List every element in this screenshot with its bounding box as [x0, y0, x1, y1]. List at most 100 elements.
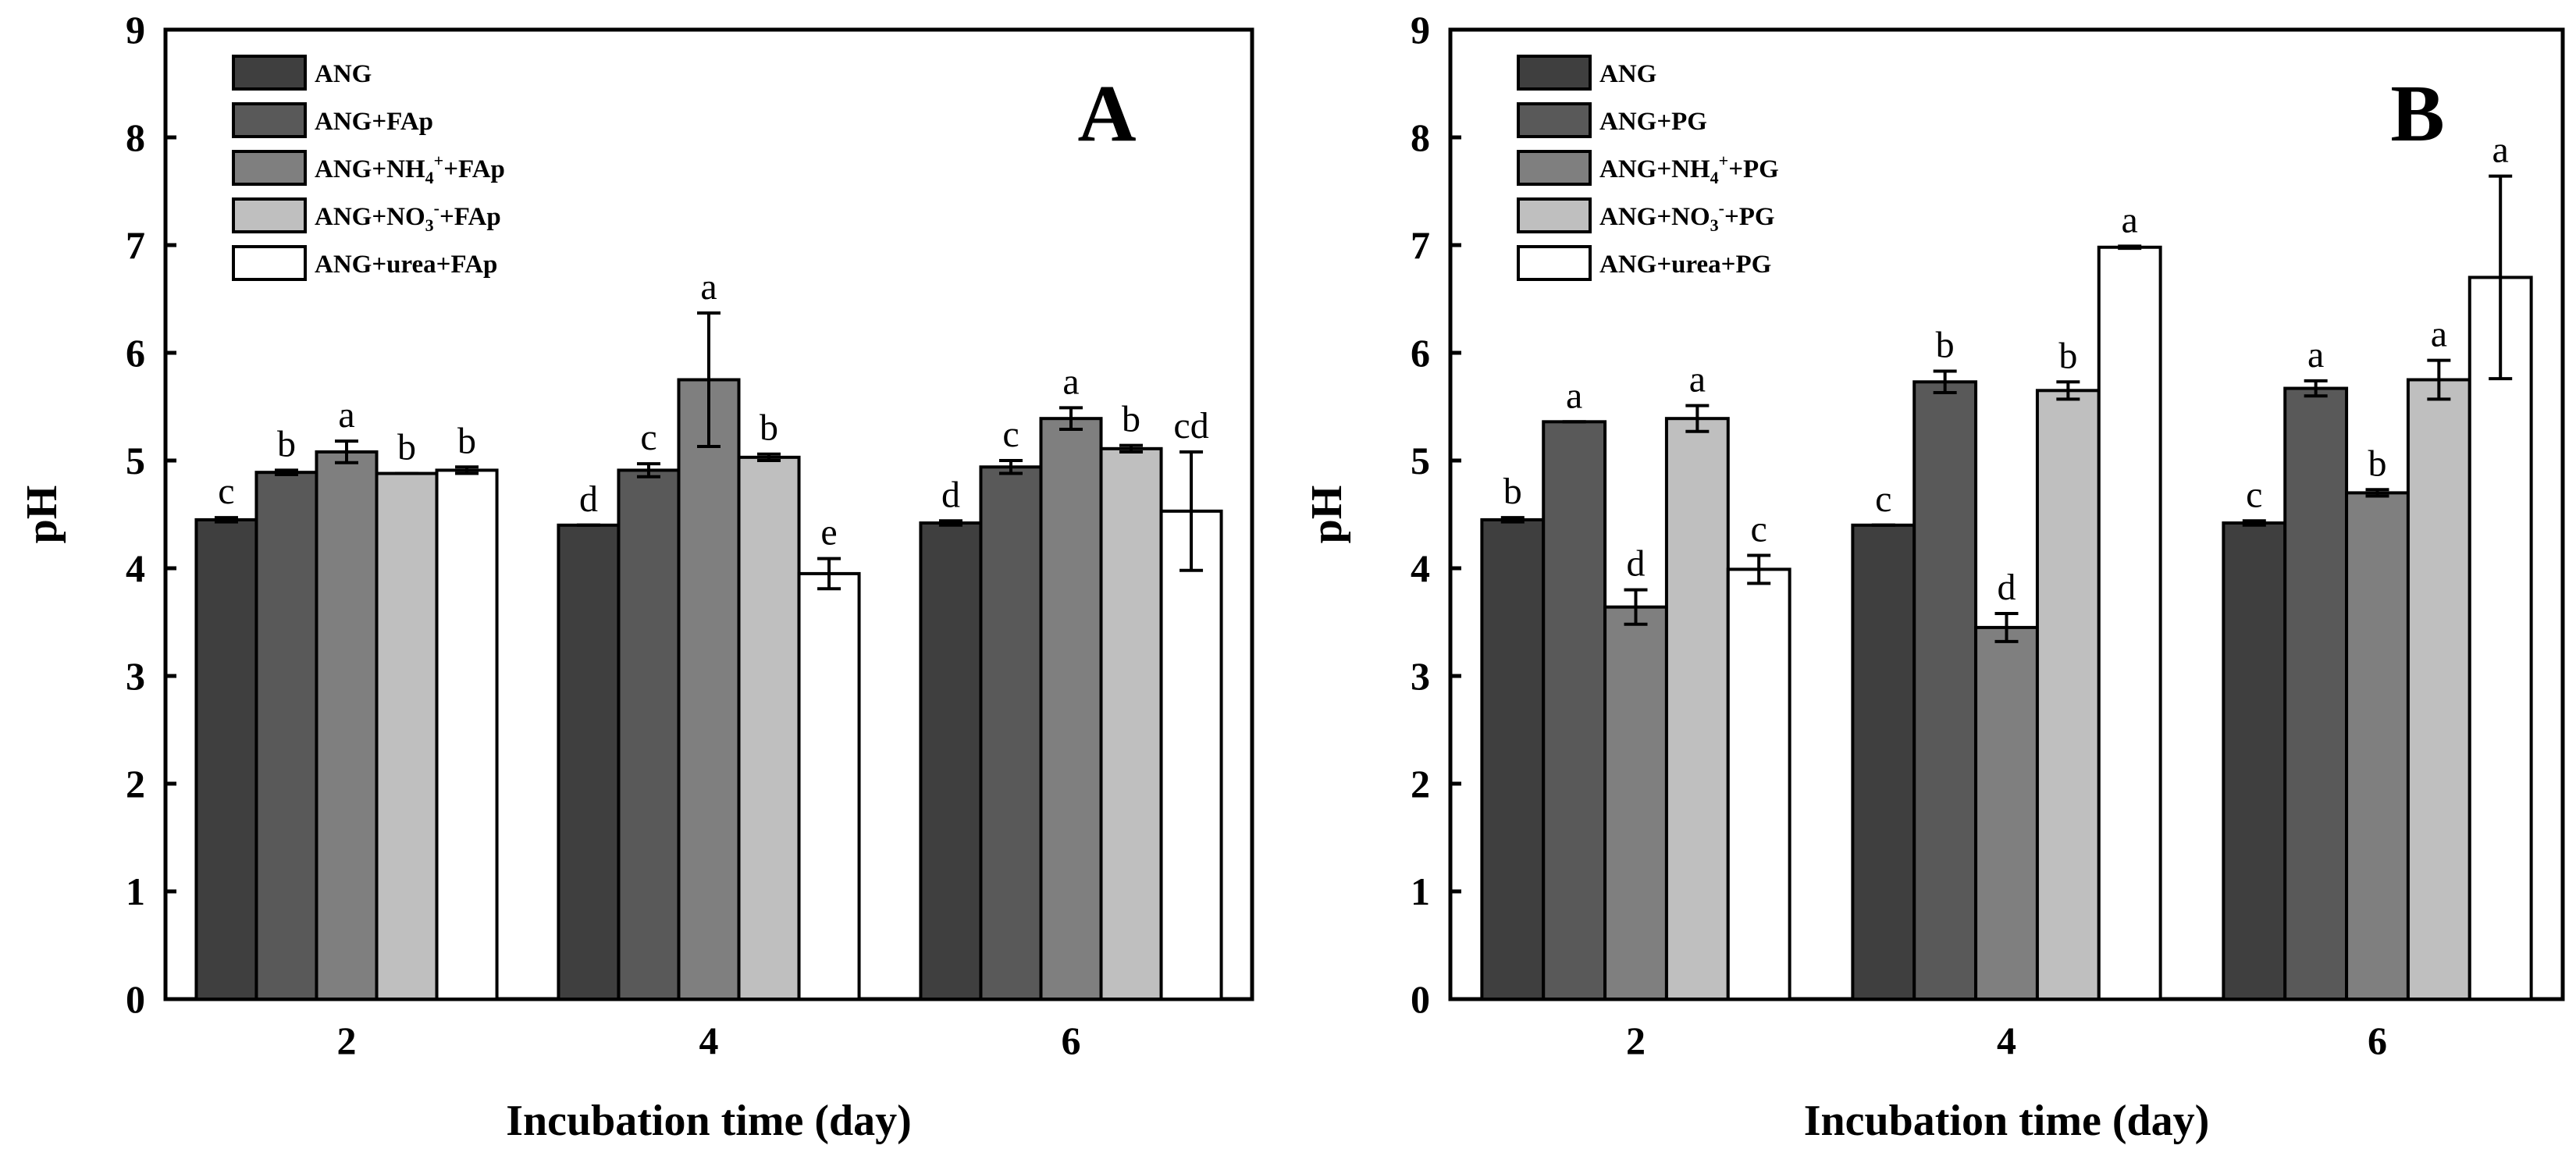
y-tick-label: 5	[126, 439, 145, 482]
legend-text-part: +FAp	[439, 203, 501, 231]
legend-swatch	[232, 150, 307, 186]
significance-letter: a	[1062, 361, 1079, 402]
bar-a-day2-series4	[375, 471, 439, 1001]
panel-label: B	[2390, 69, 2444, 158]
significance-letter: d	[941, 474, 960, 515]
significance-letter: e	[820, 512, 837, 553]
y-tick-label: 7	[1411, 223, 1430, 267]
significance-letter: cd	[1173, 405, 1208, 446]
y-tick-label: 5	[1411, 439, 1430, 482]
y-axis-title: pH	[1303, 486, 1351, 544]
y-tick-label: 0	[1411, 977, 1430, 1021]
legend-text-part: 4	[425, 168, 434, 187]
significance-letter: c	[640, 417, 656, 458]
significance-letter: a	[2122, 199, 2138, 240]
significance-letter: a	[2307, 334, 2324, 375]
bar-a-day6-series3	[1039, 417, 1103, 1001]
y-tick-label: 9	[126, 8, 145, 52]
y-tick-label: 1	[126, 870, 145, 913]
legend-swatch	[232, 245, 307, 281]
legend-entry: ANG+NO3-+FAp	[315, 198, 501, 235]
legend-text-part: -	[434, 198, 439, 218]
bar-b-day4-series1	[1851, 523, 1916, 1001]
bar-a-day2-series5	[435, 468, 499, 1001]
significance-letter: b	[2058, 335, 2077, 376]
legend-text-part: ANG+NH	[315, 155, 425, 183]
legend-text-part: ANG+FAp	[315, 108, 433, 136]
significance-letter: a	[700, 266, 717, 308]
significance-letter: c	[1875, 478, 1891, 520]
legend-swatch	[1517, 197, 1592, 233]
bar-b-day2-series2	[1542, 420, 1607, 1001]
bar-a-day6-series4	[1099, 446, 1163, 1001]
significance-letter: b	[1122, 399, 1140, 440]
bar-a-day4-series4	[737, 455, 801, 1001]
bar-b-day4-series4	[2035, 389, 2101, 1001]
significance-letter: b	[1936, 324, 1955, 365]
y-tick-label: 3	[126, 654, 145, 698]
significance-letter: a	[338, 394, 354, 436]
significance-letter: b	[1503, 471, 1522, 512]
bar-a-day2-series1	[194, 518, 258, 1001]
legend-text-part: ANG	[1599, 60, 1656, 88]
legend-swatch	[1517, 102, 1592, 138]
significance-letter: d	[579, 478, 598, 520]
bar-b-day6-series5	[2467, 276, 2533, 1001]
significance-letter: b	[397, 427, 416, 468]
legend-entry: ANG+NH4++FAp	[315, 151, 505, 187]
significance-letter: c	[1751, 508, 1767, 550]
bar-a-day6-series2	[979, 465, 1043, 1001]
bar-b-day4-series5	[2097, 245, 2162, 1001]
bar-b-day6-series1	[2222, 521, 2287, 1001]
legend-text-part: ANG+NO	[315, 203, 425, 231]
bar-a-day4-series1	[557, 523, 621, 1001]
legend-text-part: 3	[425, 215, 434, 235]
significance-letter: a	[2492, 130, 2509, 171]
legend-entry: ANG+NH4++PG	[1599, 151, 1779, 187]
bar-a-day4-series3	[677, 378, 741, 1001]
legend-text-part: ANG+NH	[1599, 155, 1710, 183]
legend-entry: ANG+urea+FAp	[315, 251, 497, 279]
significance-letter: b	[457, 420, 476, 461]
panel-label: A	[1077, 69, 1136, 158]
legend: ANGANG+FApANG+NH4++FApANG+NO3-+FApANG+ur…	[232, 55, 505, 281]
bar-b-day6-series3	[2345, 491, 2410, 1001]
bar-b-day6-series4	[2406, 378, 2471, 1001]
significance-letter: c	[1002, 414, 1019, 455]
y-tick-label: 2	[1411, 762, 1430, 806]
y-axis-title: pH	[18, 486, 66, 544]
legend-text-part: ANG+urea+PG	[1599, 251, 1771, 279]
bar-b-day2-series3	[1603, 605, 1668, 1001]
y-tick-label: 6	[1411, 331, 1430, 375]
legend-swatch	[1517, 55, 1592, 91]
bar-b-day2-series5	[1726, 567, 1791, 1001]
legend-text-part: +	[434, 151, 444, 170]
legend-text-part: 4	[1710, 168, 1719, 187]
significance-letter: c	[2246, 474, 2262, 515]
legend-entry: ANG+PG	[1599, 108, 1707, 136]
significance-letter: d	[1627, 543, 1646, 585]
legend-text-part: +FAp	[443, 155, 505, 183]
x-axis-title: Incubation time (day)	[1804, 1097, 2210, 1145]
x-tick-label: 4	[1997, 1019, 2016, 1062]
legend-entry: ANG+NO3-+PG	[1599, 198, 1775, 235]
x-tick-label: 2	[1626, 1019, 1646, 1062]
legend: ANG ANG+PG ANG+NH4++PG ANG+NO3-+PG ANG+urea+…	[1517, 55, 1779, 281]
y-tick-label: 0	[126, 977, 145, 1021]
bar-b-day6-series2	[2283, 386, 2349, 1001]
y-tick-label: 7	[126, 223, 145, 267]
legend-entry: ANG	[315, 60, 372, 88]
legend-swatch	[232, 102, 307, 138]
bar-a-day6-series5	[1159, 509, 1223, 1001]
significance-letter: a	[1566, 375, 1582, 416]
bar-b-day2-series1	[1480, 518, 1546, 1001]
chart-panel-b: 0 1 2 3 4 5 6 7 8 9 pH 2 b a d a c 4 c b d b a 6 c a b a a Incubation…	[1303, 8, 2565, 1145]
y-tick-label: 4	[1411, 546, 1430, 590]
legend-swatch	[1517, 150, 1592, 186]
legend-entry: ANG+urea+PG	[1599, 251, 1771, 279]
y-tick-label: 9	[1411, 8, 1430, 52]
legend-text-part: -	[1719, 198, 1724, 218]
legend-text-part: ANG+urea+FAp	[315, 251, 497, 279]
bar-a-day2-series3	[315, 450, 379, 1001]
